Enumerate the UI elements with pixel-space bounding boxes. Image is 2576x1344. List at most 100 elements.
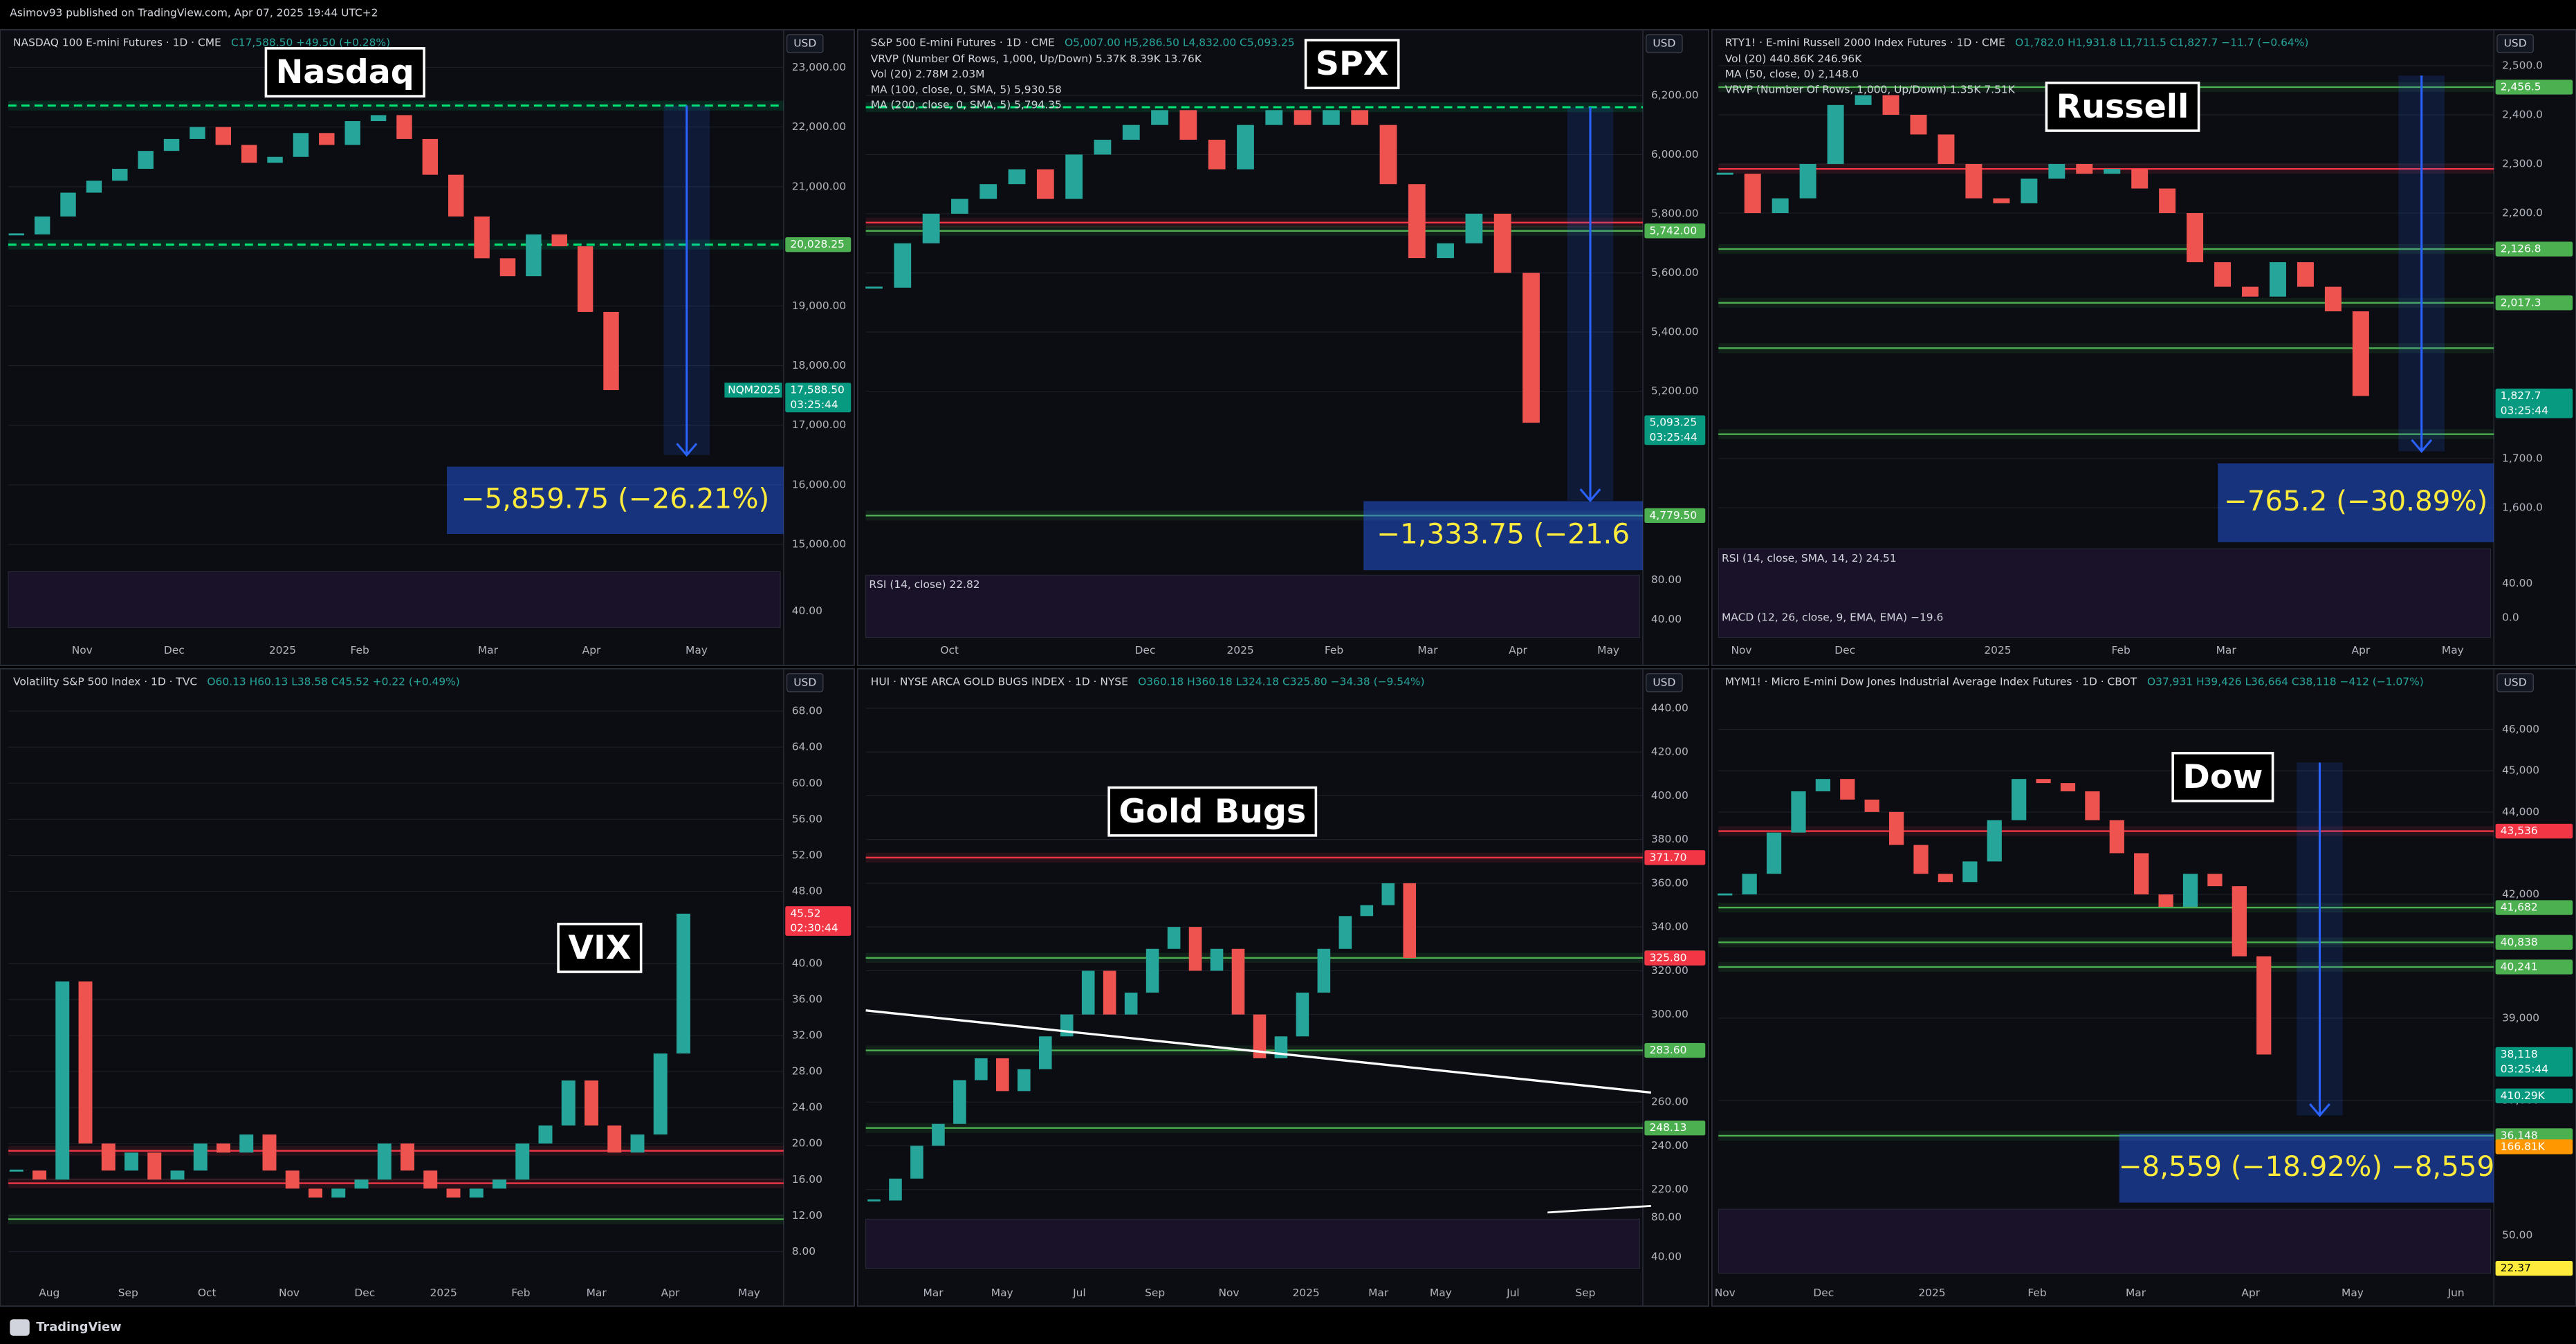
candle xyxy=(922,213,940,243)
candle xyxy=(996,1058,1009,1092)
x-tick-label: Mar xyxy=(1417,644,1438,656)
chart-panel: 46,00045,00044,00042,00039,00037,000NovD… xyxy=(1711,668,2576,1307)
candle xyxy=(2021,178,2038,203)
candle xyxy=(630,1134,645,1153)
ohlc: O1,782.0 H1,931.8 L1,711.5 C1,827.7 −11.… xyxy=(2015,36,2308,48)
x-tick-label: Feb xyxy=(511,1287,530,1299)
candle xyxy=(1094,140,1112,155)
price-tag: 371.70 xyxy=(1650,851,1687,863)
candle xyxy=(401,1143,414,1171)
candle xyxy=(241,145,257,163)
y-tick-label: 60.00 xyxy=(792,777,822,789)
candle xyxy=(1167,927,1181,949)
x-tick-label: May xyxy=(686,644,708,656)
price-tag: 20,028.25 xyxy=(790,238,845,250)
x-tick-label: Mar xyxy=(2216,644,2237,656)
x-tick-label: Apr xyxy=(582,644,601,656)
indicator-tick: 40.00 xyxy=(1651,1251,1682,1263)
candle xyxy=(1081,970,1095,1015)
y-tick-label: 44,000 xyxy=(2502,805,2539,818)
arrow-head xyxy=(2309,1103,2330,1117)
candle xyxy=(2207,874,2223,887)
candle xyxy=(217,1143,230,1153)
y-tick-label: 18,000.00 xyxy=(792,359,847,371)
price-tag-bg xyxy=(1644,1121,1706,1136)
chart-panel: 2,500.0 2,400.0 2,300.0 2,200.0 1,700.0 1,600… xyxy=(1711,28,2576,666)
side-tag: 166.81K xyxy=(2501,1140,2546,1152)
countdown: 02:30:44 xyxy=(790,922,838,935)
price-tag: 36,148 xyxy=(2501,1129,2538,1141)
x-tick-label: Mar xyxy=(923,1287,944,1299)
panels: 23,000.00 22,000.00 21,000.00 19,000.00 18,0… xyxy=(0,28,2576,1307)
price-tag: 45.52 xyxy=(790,907,820,919)
candle xyxy=(1855,95,1872,105)
indicator-legend: VRVP (Number Of Rows, 1,000, Up/Down) 1.… xyxy=(1725,83,2016,95)
price-tag-bg xyxy=(2495,935,2573,950)
candle xyxy=(1231,948,1245,1015)
candle xyxy=(1237,125,1254,169)
y-tick-label: 320.00 xyxy=(1651,964,1689,977)
candle xyxy=(2076,164,2093,174)
candle xyxy=(653,1053,668,1135)
x-tick-label: 2025 xyxy=(1293,1287,1320,1299)
indicator-tick: 0.0 xyxy=(2502,611,2519,624)
candle xyxy=(1962,861,1978,883)
badge-label: Gold Bugs xyxy=(1119,793,1306,831)
x-tick-label: Nov xyxy=(1218,1287,1239,1299)
price-tag-bg xyxy=(785,237,852,252)
ohlc: C17,588.50 +49.50 (+0.28%) xyxy=(231,36,390,48)
price-tag-bg xyxy=(2495,823,2573,839)
price-tag: 4,779.50 xyxy=(1650,509,1698,522)
badge-label: Russell xyxy=(2057,88,2189,126)
symbol-tag-bg xyxy=(724,383,782,398)
candle xyxy=(2214,262,2232,287)
candle xyxy=(370,115,387,122)
candle xyxy=(910,1145,923,1179)
candle xyxy=(1294,110,1312,125)
candle xyxy=(1322,110,1340,125)
price-tag: 283.60 xyxy=(1650,1044,1687,1056)
price-tag: 5,093.25 xyxy=(1650,416,1698,429)
x-tick-label: Jul xyxy=(1072,1287,1086,1299)
candle xyxy=(474,216,490,259)
indicator-legend: MA (200, close, 0, SMA, 5) 5,794.35 xyxy=(871,98,1062,111)
candle xyxy=(526,234,542,277)
indicator-legend: VRVP (Number Of Rows, 1,000, Up/Down) 5.… xyxy=(871,53,1202,65)
candle xyxy=(147,1152,162,1180)
currency-box xyxy=(1646,673,1683,692)
candle xyxy=(1360,905,1374,917)
candle xyxy=(1379,125,1397,185)
arrow-head xyxy=(2411,439,2433,453)
side-tag-bg xyxy=(2495,1088,2573,1103)
x-tick-label: Nov xyxy=(72,644,93,656)
x-tick-label: Nov xyxy=(1731,644,1751,656)
x-tick-label: Feb xyxy=(2111,644,2130,656)
candle xyxy=(603,311,619,391)
ohlc: O360.18 H360.18 L324.18 C325.80 −34.38 (… xyxy=(1138,675,1424,688)
price-tag-bg xyxy=(1644,950,1706,966)
y-tick-label: 240.00 xyxy=(1651,1139,1689,1152)
candle xyxy=(170,1170,185,1180)
candle xyxy=(1296,993,1309,1037)
candle xyxy=(1265,110,1283,125)
indicator-tick: 50.00 xyxy=(2502,1229,2532,1242)
x-tick-label: Dec xyxy=(1834,644,1855,656)
candle xyxy=(33,1170,46,1180)
candle xyxy=(1036,169,1054,199)
countdown: 03:25:44 xyxy=(2501,1062,2548,1075)
currency: USD xyxy=(1653,676,1675,688)
candle xyxy=(101,1143,116,1171)
indicator-legend: MA (50, close, 0) 2,148.0 xyxy=(1725,68,1859,80)
candle xyxy=(1913,845,1929,874)
badge-box xyxy=(2171,751,2274,802)
y-tick-label: 2,200.0 xyxy=(2502,207,2543,219)
candle xyxy=(2297,262,2314,287)
price-tag: 41,682 xyxy=(2501,901,2538,914)
x-tick-label: Dec xyxy=(164,644,185,656)
candle xyxy=(1017,1069,1031,1092)
y-tick-label: 360.00 xyxy=(1651,876,1689,889)
currency: USD xyxy=(793,676,816,688)
price-tag: 2,456.5 xyxy=(2501,80,2541,93)
x-tick-label: May xyxy=(2442,644,2464,656)
candle xyxy=(1522,273,1540,423)
